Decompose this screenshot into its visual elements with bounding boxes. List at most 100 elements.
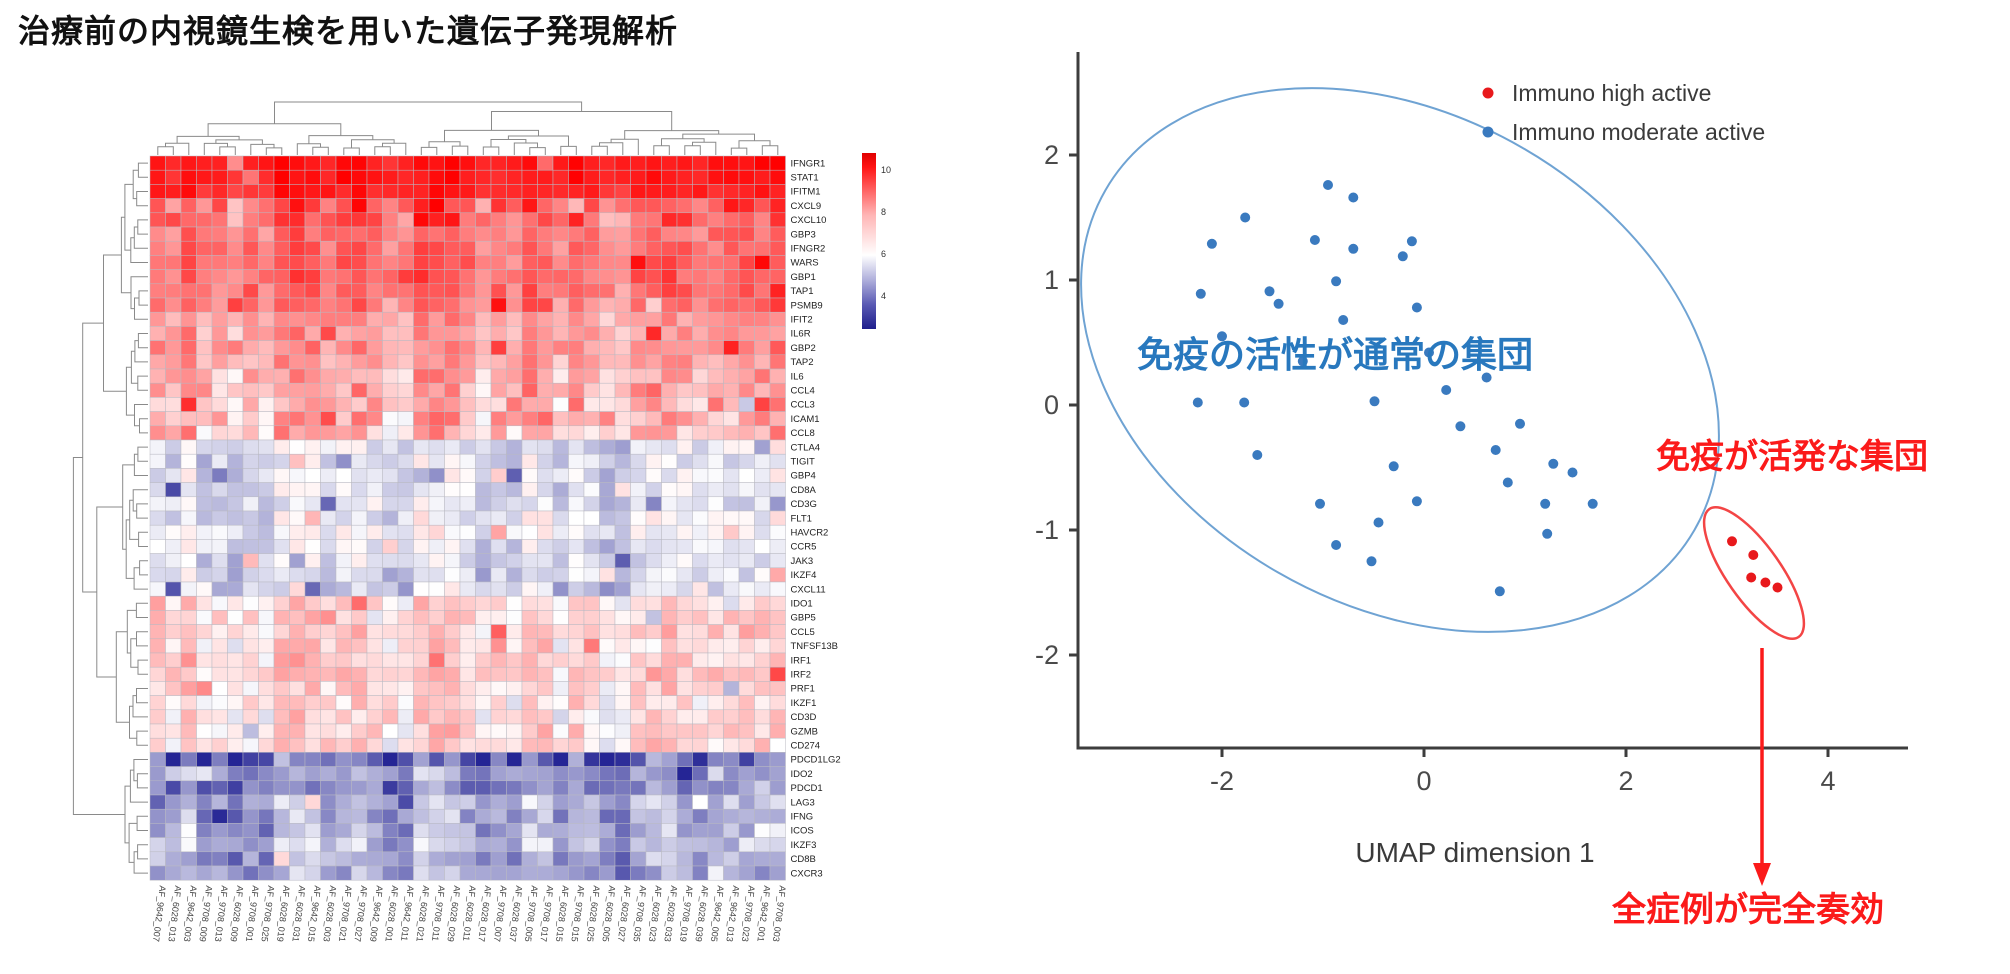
- heatmap-cell: [537, 723, 554, 739]
- heatmap-cell: [583, 709, 600, 725]
- heatmap-cell: [180, 496, 197, 512]
- heatmap-cell: [614, 581, 631, 597]
- heatmap-cell: [289, 453, 306, 469]
- heatmap-cell: [614, 780, 631, 796]
- heatmap-cell: [320, 155, 337, 171]
- heatmap-cell: [521, 510, 538, 526]
- heatmap-cell: [552, 709, 569, 725]
- heatmap-cell: [521, 212, 538, 228]
- heatmap-cell: [335, 326, 352, 341]
- heatmap-cell: [227, 581, 244, 597]
- heatmap-cell: [335, 567, 352, 583]
- heatmap-cell: [645, 184, 662, 199]
- heatmap-cell: [568, 397, 585, 412]
- heatmap-cell: [707, 780, 724, 796]
- gene-label: GBP3: [791, 229, 816, 240]
- heatmap-cell: [599, 340, 616, 356]
- heatmap-cell: [769, 397, 786, 412]
- heatmap-cell: [506, 453, 523, 469]
- heatmap-cell: [599, 837, 616, 853]
- heatmap-cell: [366, 482, 383, 498]
- heatmap-cell: [692, 638, 709, 654]
- heatmap-cell: [537, 397, 554, 412]
- heatmap-cell: [738, 539, 755, 554]
- heatmap-cell: [754, 510, 771, 526]
- heatmap-cell: [459, 808, 476, 824]
- heatmap-cell: [242, 737, 259, 753]
- heatmap-cell: [444, 666, 461, 682]
- heatmap-cell: [490, 496, 507, 512]
- heatmap-cell: [180, 709, 197, 725]
- heatmap-cell: [273, 439, 290, 455]
- heatmap-cell: [769, 226, 786, 242]
- heatmap-cell: [196, 354, 213, 370]
- heatmap-cell: [304, 539, 321, 554]
- heatmap-cell: [490, 581, 507, 597]
- heatmap-cell: [661, 425, 678, 441]
- heatmap-cell: [211, 865, 228, 881]
- heatmap-cell: [692, 595, 709, 611]
- heatmap-cell: [242, 411, 259, 427]
- heatmap-cell: [769, 468, 786, 483]
- heatmap-cell: [599, 709, 616, 725]
- sample-label: AF_6028_013: [166, 885, 183, 942]
- heatmap-cell: [537, 425, 554, 441]
- heatmap-cell: [258, 737, 275, 753]
- heatmap-cell: [552, 425, 569, 441]
- umap-point-moderate: [1252, 450, 1263, 460]
- heatmap-cell: [692, 453, 709, 469]
- heatmap-cell: [242, 695, 259, 711]
- heatmap-cell: [397, 709, 414, 725]
- heatmap-cell: [645, 794, 662, 810]
- heatmap-cell: [661, 212, 678, 228]
- heatmap-cell: [335, 226, 352, 242]
- heatmap-cell: [289, 255, 306, 270]
- heatmap-cell: [304, 297, 321, 313]
- heatmap-cell: [397, 240, 414, 256]
- heatmap-cell: [614, 695, 631, 711]
- umap-point-moderate: [1348, 192, 1359, 203]
- heatmap-cell: [707, 766, 724, 782]
- heatmap-cell: [211, 354, 228, 370]
- heatmap-cell: [397, 496, 414, 512]
- heatmap-cell: [661, 865, 678, 881]
- heatmap-cell: [428, 865, 445, 881]
- heatmap-cell: [165, 695, 182, 711]
- heatmap-cell: [413, 567, 430, 583]
- heatmap-cell: [227, 837, 244, 853]
- heatmap-cell: [630, 524, 647, 540]
- heatmap-cell: [676, 226, 693, 242]
- heatmap-cell: [196, 837, 213, 853]
- heatmap-cell: [165, 510, 182, 526]
- heatmap-cell: [335, 638, 352, 654]
- heatmap-cell: [149, 567, 166, 583]
- heatmap-cell: [661, 482, 678, 498]
- heatmap-cell: [351, 425, 368, 441]
- heatmap-cell: [258, 823, 275, 838]
- heatmap-cell: [320, 496, 337, 512]
- gene-label: WARS: [791, 258, 819, 269]
- heatmap-cell: [521, 851, 538, 867]
- heatmap-cell: [583, 326, 600, 341]
- heatmap-cell: [630, 354, 647, 370]
- heatmap-cell: [769, 297, 786, 313]
- heatmap-cell: [754, 666, 771, 682]
- heatmap-cell: [258, 723, 275, 739]
- heatmap-cell: [506, 610, 523, 625]
- heatmap-cell: [320, 283, 337, 299]
- umap-point-moderate: [1548, 458, 1559, 469]
- heatmap-cell: [521, 766, 538, 782]
- heatmap-cell: [149, 766, 166, 782]
- x-axis-title: UMAP dimension 1: [1355, 837, 1594, 868]
- heatmap-cell: [351, 553, 368, 569]
- heatmap-cell: [227, 865, 244, 881]
- heatmap-cell: [692, 865, 709, 881]
- annotation-moderate-cluster: 免疫の活性が通常の集団: [1137, 334, 1533, 375]
- heatmap-cell: [397, 155, 414, 171]
- heatmap-cell: [165, 624, 182, 640]
- heatmap-cell: [521, 695, 538, 711]
- heatmap-cell: [599, 283, 616, 299]
- heatmap-cell: [568, 169, 585, 185]
- heatmap-cell: [149, 326, 166, 341]
- heatmap-cell: [366, 737, 383, 753]
